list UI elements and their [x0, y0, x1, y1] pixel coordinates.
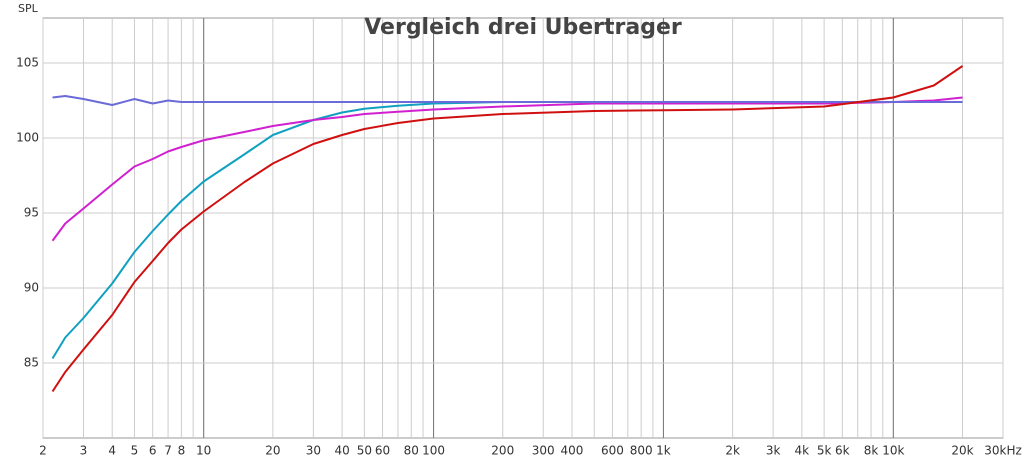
x-tick-label: 1k	[656, 444, 671, 458]
x-tick-label: 5k	[817, 444, 832, 458]
x-tick-label: 100	[422, 444, 445, 458]
x-tick-label: 5	[131, 444, 139, 458]
x-tick-label: 4k	[795, 444, 810, 458]
x-tick-label: 30	[306, 444, 321, 458]
x-tick-label: 20	[265, 444, 280, 458]
x-tick-label: 3k	[766, 444, 781, 458]
x-tick-label: 300	[532, 444, 555, 458]
x-tick-label: 80	[404, 444, 419, 458]
x-tick-label: 6	[149, 444, 157, 458]
x-tick-label: 10k	[882, 444, 904, 458]
y-tick-label: 105	[16, 56, 39, 70]
series-line	[51, 96, 963, 242]
plot-area	[42, 17, 1004, 439]
x-tick-label: 20k	[951, 444, 973, 458]
x-tick-label: 400	[561, 444, 584, 458]
y-tick-label: 85	[24, 356, 39, 370]
y-tick-label: 95	[24, 206, 39, 220]
x-tick-label: 60	[375, 444, 390, 458]
x-tick-label: 600	[601, 444, 624, 458]
series-line	[52, 95, 963, 106]
x-tick-label: 50	[357, 444, 372, 458]
y-tick-label: 100	[16, 131, 39, 145]
y-axis-label: SPL	[18, 2, 39, 15]
x-tick-label: 800	[630, 444, 653, 458]
x-tick-label: 6k	[835, 444, 850, 458]
x-tick-label: 200	[491, 444, 514, 458]
x-tick-label: 4	[108, 444, 116, 458]
x-tick-label: 8	[178, 444, 186, 458]
x-tick-label: 7	[164, 444, 172, 458]
x-tick-label: 30kHz	[984, 444, 1022, 458]
x-tick-label: 2	[39, 444, 47, 458]
x-tick-label: 8k	[864, 444, 879, 458]
series-line	[51, 65, 964, 393]
x-tick-label: 40	[334, 444, 349, 458]
x-tick-label: 3	[80, 444, 88, 458]
chart-title: Vergleich drei Ubertrager	[364, 15, 682, 40]
y-tick-label: 90	[24, 281, 39, 295]
x-tick-label: 2k	[725, 444, 740, 458]
x-tick-label: 10	[196, 444, 211, 458]
